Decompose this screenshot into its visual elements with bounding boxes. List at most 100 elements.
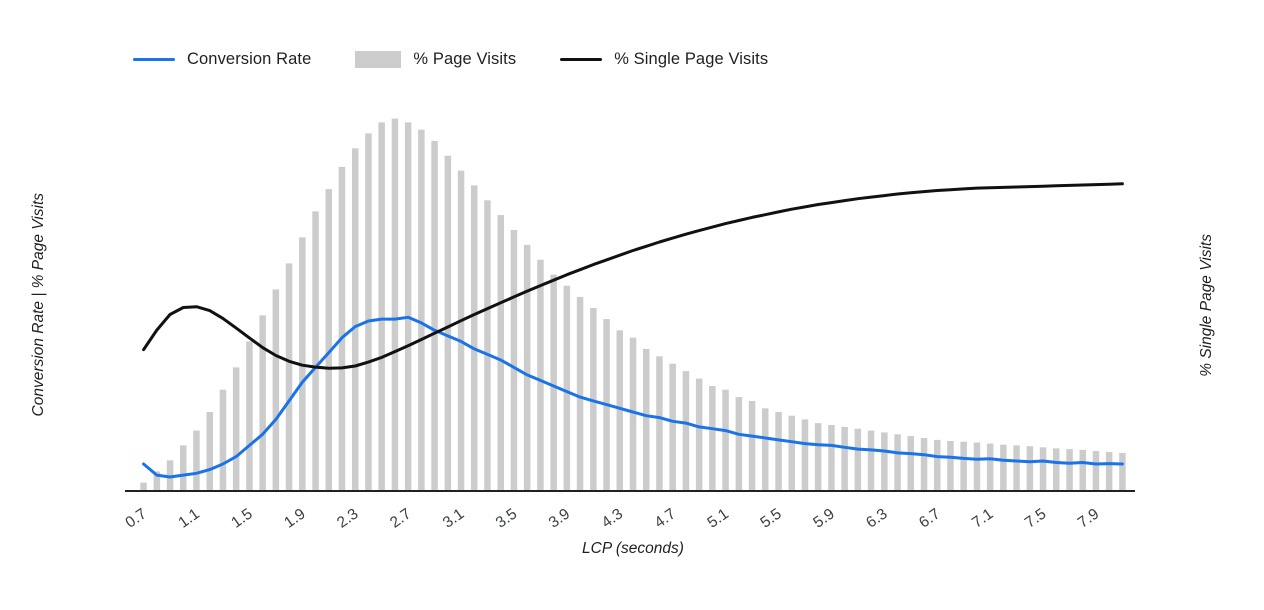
bar <box>682 371 690 490</box>
bar <box>590 308 597 490</box>
chart-legend: Conversion Rate % Page Visits % Single P… <box>133 50 768 69</box>
x-tick-label: 2.7 <box>387 505 414 531</box>
bar <box>497 215 504 490</box>
x-tick-label: 1.9 <box>281 505 308 531</box>
bar <box>867 430 875 490</box>
bar <box>881 432 888 490</box>
x-tick-label: 5.5 <box>757 505 784 531</box>
bar <box>325 189 332 490</box>
bar <box>695 378 703 490</box>
bar <box>484 200 491 491</box>
bar <box>1105 452 1113 490</box>
bar <box>1066 449 1073 490</box>
bar <box>814 423 822 490</box>
bar <box>841 426 848 490</box>
bar <box>431 140 438 490</box>
bar <box>232 367 240 490</box>
page-visits-bar-swatch <box>355 51 402 68</box>
x-tick-label: 4.3 <box>599 505 626 531</box>
bar <box>973 442 981 490</box>
bar <box>934 439 941 490</box>
bar <box>920 438 928 490</box>
legend-label: Conversion Rate <box>187 50 312 68</box>
bar <box>206 412 213 490</box>
bar <box>1079 449 1086 490</box>
-single-page-visits-line <box>142 182 1124 370</box>
bar <box>735 397 743 490</box>
legend-item-conversion-rate: Conversion Rate <box>133 50 311 69</box>
x-tick-label: 1.5 <box>228 505 255 531</box>
bar <box>788 415 795 490</box>
bar <box>537 259 544 490</box>
bar <box>180 445 187 490</box>
bar <box>1000 444 1007 490</box>
bar <box>828 425 835 490</box>
legend-item-single-page-visits: % Single Page Visits <box>560 50 768 69</box>
bar <box>523 244 531 490</box>
x-axis-title: LCP (seconds) <box>582 540 684 557</box>
bar <box>246 341 253 490</box>
bar <box>1053 448 1060 490</box>
bar <box>444 155 452 490</box>
bar <box>338 166 346 490</box>
bar <box>907 436 914 490</box>
x-tick-label: 3.5 <box>493 505 520 531</box>
x-tick-label: 7.5 <box>1022 505 1049 531</box>
x-tick-label: 7.1 <box>969 505 996 531</box>
bar <box>1119 452 1126 490</box>
bar <box>352 148 359 491</box>
bar <box>272 289 280 490</box>
bar <box>1092 451 1100 490</box>
bar <box>1026 446 1034 490</box>
bar <box>193 430 200 490</box>
bar <box>748 400 756 490</box>
bar <box>166 460 174 490</box>
left-axis-title-wrap: Conversion Rate | % Page Visits <box>30 0 48 610</box>
x-tick-label: 5.9 <box>810 505 837 531</box>
bar <box>563 285 571 490</box>
bar <box>616 330 623 490</box>
bar <box>947 441 954 490</box>
bar <box>854 428 862 490</box>
bar <box>153 471 161 490</box>
bar <box>629 337 637 490</box>
bar <box>391 118 399 490</box>
legend-item-page-visits: % Page Visits <box>355 50 516 69</box>
legend-label: % Page Visits <box>413 50 517 68</box>
bar <box>219 389 227 490</box>
x-tick-label: 3.9 <box>546 505 573 531</box>
bar <box>510 230 518 490</box>
bar <box>656 356 663 490</box>
single-page-visits-line-swatch <box>560 58 603 61</box>
bar <box>457 170 465 490</box>
x-tick-label: 1.1 <box>175 505 202 531</box>
bar <box>722 389 729 490</box>
bar <box>378 122 385 491</box>
bar <box>471 185 478 490</box>
bar <box>259 315 266 490</box>
bar <box>1039 447 1047 490</box>
bar <box>365 133 372 490</box>
bar <box>986 443 994 490</box>
bar <box>669 363 676 490</box>
bar <box>140 482 147 490</box>
bar <box>312 211 319 490</box>
left-axis-title: Conversion Rate | % Page Visits <box>30 193 47 417</box>
x-tick-label: 3.1 <box>440 505 467 531</box>
legend-label: % Single Page Visits <box>614 50 769 68</box>
bar <box>576 296 584 490</box>
right-axis-title: % Single Page Visits <box>1198 233 1215 377</box>
bar <box>550 274 557 490</box>
bar <box>960 441 967 490</box>
x-tick-label: 4.7 <box>652 505 679 531</box>
bar <box>762 408 769 490</box>
bar <box>894 434 901 490</box>
bar <box>775 412 782 490</box>
bar <box>1013 445 1020 490</box>
bar <box>643 348 650 490</box>
x-tick-label: 5.1 <box>704 505 731 531</box>
x-tick-label: 6.3 <box>863 505 890 531</box>
bar <box>404 122 412 491</box>
